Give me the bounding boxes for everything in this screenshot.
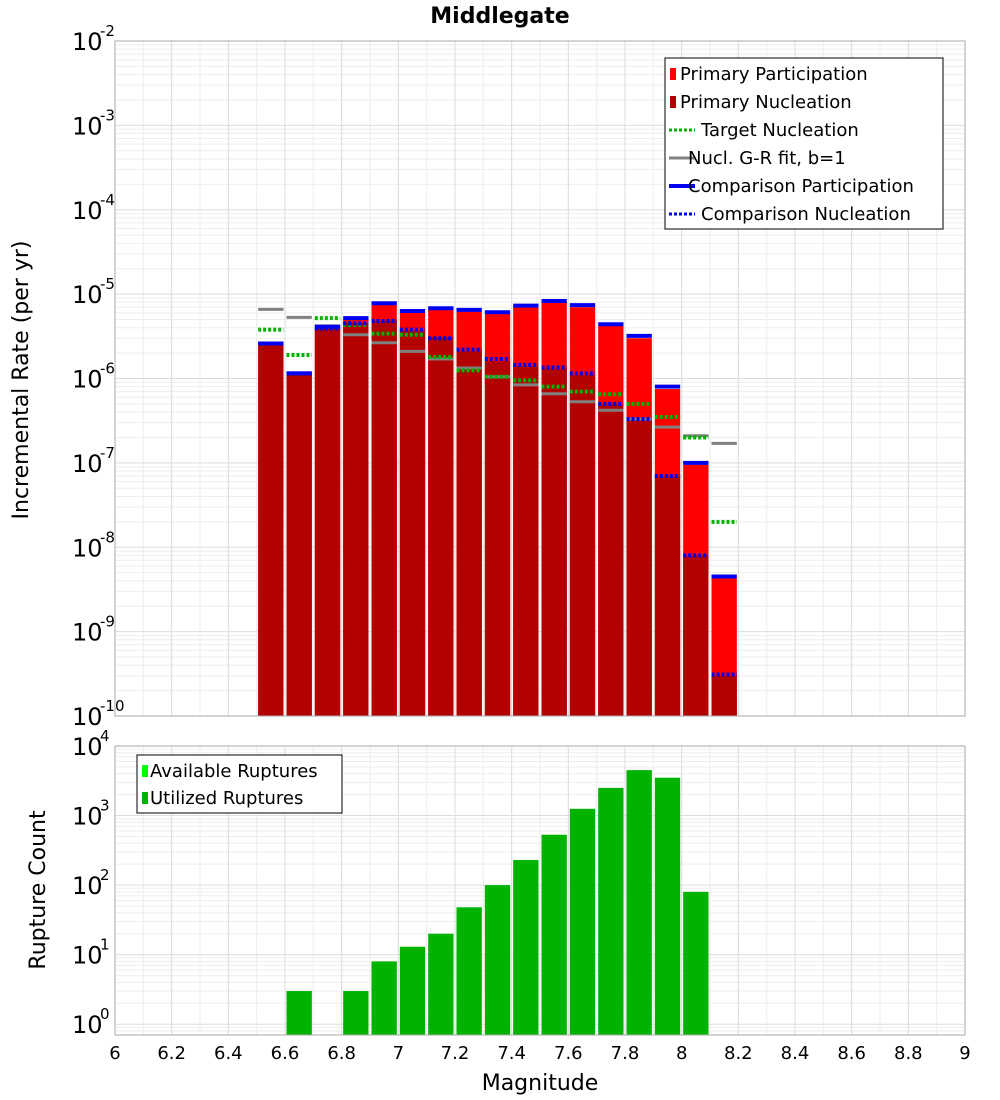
nucleation-bar [343,322,369,716]
x-tick-label: 6.4 [214,1043,243,1064]
top-y-tick-label: 10 [72,366,103,394]
bottom-chart-panel: 6 6.2 6.4 6.6 6.8 7 7.2 7.4 7.6 7.8 8 8.2 8.4 8.6 8.8 9… [72,727,971,1064]
legend-label: Primary Nucleation [680,92,852,113]
chart-title: Middlegate [430,4,569,29]
bottom-y-tick-exponent: 4 [100,727,110,745]
x-tick-label: 7 [393,1043,404,1064]
x-tick-label: 6.2 [157,1043,186,1064]
rupture-count-bar [569,808,596,1035]
top-y-tick-exponent: -3 [100,106,115,124]
bottom-y-tick-label: 10 [72,872,103,900]
nucleation-bar [569,375,596,716]
x-tick-label: 6.6 [271,1043,300,1064]
rupture-count-bar [654,777,681,1035]
bottom-y-tick-label: 10 [72,733,103,761]
rupture-count-bar [626,770,652,1035]
bottom-y-tick-exponent: 0 [100,1005,110,1023]
legend-label: Target Nucleation [700,120,859,141]
rupture-count-bar [598,787,624,1035]
top-y-tick-label: 10 [72,28,103,56]
nucleation-bar [654,475,681,716]
nucleation-bar [314,328,341,716]
legend-swatch-bar [142,765,148,777]
x-tick-label: 8.8 [894,1043,923,1064]
legend-label: Available Ruptures [150,761,318,782]
top-y-tick-exponent: -4 [100,191,115,209]
top-y-tick-label: 10 [72,112,103,140]
nucleation-bar [513,366,539,716]
rupture-count-bar [456,907,482,1035]
top-y-tick-exponent: -2 [100,22,115,40]
nucleation-bar [683,555,709,716]
rupture-count-bar [399,946,426,1035]
rupture-count-bar [513,859,539,1035]
top-y-tick-exponent: -10 [100,697,125,715]
top-y-tick-label: 10 [72,450,103,478]
nucleation-bar [456,351,482,716]
nucleation-bar [598,403,624,716]
top-y-tick-label: 10 [72,534,103,562]
top-y-axis-label: Incremental Rate (per yr) [9,241,34,520]
bottom-y-tick-label: 10 [72,1011,103,1039]
x-tick-label: 8.2 [724,1043,753,1064]
legend-swatch-bar [670,96,676,108]
bottom-y-tick-exponent: 3 [100,797,110,815]
bottom-legend-box [136,754,343,814]
x-tick-label: 8 [676,1043,687,1064]
rupture-count-bar [343,991,369,1035]
rupture-count-bar [428,933,454,1035]
rupture-count-bar [541,834,567,1035]
top-y-tick-label: 10 [72,619,103,647]
legend-label: Comparison Participation [688,176,914,197]
nucleation-bar [428,337,454,716]
legend-label: Nucl. G-R fit, b=1 [688,148,846,169]
rupture-count-bar [286,991,312,1035]
legend-swatch-bar [142,792,148,804]
nucleation-bar [484,361,511,716]
bottom-y-tick-label: 10 [72,803,103,831]
legend-label: Utilized Ruptures [150,788,303,809]
nucleation-bar [371,321,397,716]
bottom-plot-frame [114,745,966,1036]
nucleation-bar [626,420,652,716]
bottom-y-tick-exponent: 2 [100,866,110,884]
nucleation-bar [286,375,312,716]
top-y-tick-exponent: -7 [100,444,115,462]
top-y-tick-label: 10 [72,197,103,225]
bottom-y-axis-label: Rupture Count [26,810,51,970]
nucleation-bar [399,330,426,716]
legend-label: Primary Participation [680,64,868,85]
top-legend-box [664,57,944,230]
top-plot-frame [114,40,966,717]
x-tick-label: 8.6 [837,1043,866,1064]
bottom-y-tick-label: 10 [72,942,103,970]
legend-swatch-bar [670,68,676,80]
top-y-tick-exponent: -5 [100,275,115,293]
x-axis-label: Magnitude [482,1071,599,1096]
bottom-y-tick-exponent: 1 [100,936,110,954]
top-y-tick-exponent: -6 [100,360,115,378]
top-chart-panel: 10-210-310-410-510-610-710-810-910-10Pri… [72,22,966,731]
x-tick-label: 8.4 [781,1043,810,1064]
x-tick-label: 9 [959,1043,970,1064]
rupture-count-bar [371,961,397,1035]
top-y-tick-label: 10 [72,281,103,309]
x-tick-label: 6 [109,1043,120,1064]
x-tick-label: 7.6 [554,1043,583,1064]
rupture-count-bar [484,885,511,1035]
x-tick-label: 6.8 [327,1043,356,1064]
nucleation-bar [258,344,284,716]
legend-label: Comparison Nucleation [701,204,911,225]
rupture-count-bar [683,891,709,1035]
nucleation-bar [711,675,737,716]
top-y-tick-label: 10 [72,703,103,731]
x-tick-label: 7.2 [441,1043,470,1064]
x-tick-label: 7.4 [497,1043,526,1064]
top-y-tick-exponent: -8 [100,528,115,546]
x-tick-label: 7.8 [611,1043,640,1064]
nucleation-bar [541,368,567,716]
top-y-tick-exponent: -9 [100,613,115,631]
